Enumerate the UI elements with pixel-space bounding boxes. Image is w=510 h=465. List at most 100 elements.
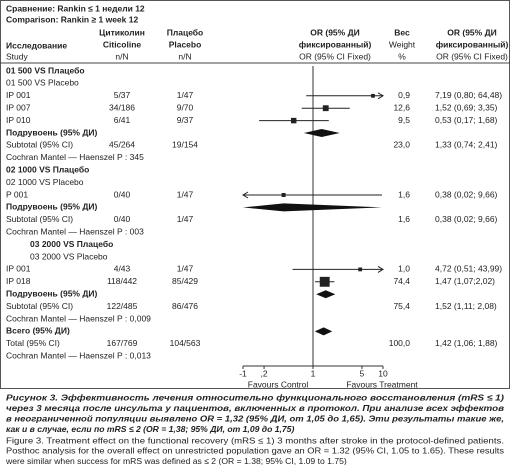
cell: 1,33 (0,74; 2,41) [435,140,498,150]
cell: 7,19 (0,80; 64,48) [435,90,502,100]
column-header: n/N [178,51,191,61]
figure-title: Сравнение: Rankin ≤ 1 недели 12 [6,3,145,13]
column-header: Placebo [169,39,202,49]
summary-diamond [316,290,336,299]
cell: 100,0 [389,338,411,348]
ci-arrow [377,265,384,273]
cell: 74,4 [393,276,410,286]
row-label: 02 1000 VS Плацебо [6,164,89,174]
cell: 45/264 [109,140,135,150]
cell: 104/563 [170,338,201,348]
study-square [358,267,363,272]
column-header: Citicoline [103,39,142,49]
figure-title: Comparison: Rankin ≥ 1 week 12 [6,14,138,24]
row-label: 02 1000 VS Placebo [6,177,84,187]
cell: 9/70 [177,102,194,112]
row-label: IP 001 [6,264,31,274]
cell: 0,53 (0,17; 1,68) [435,115,498,125]
cell: 1/47 [177,90,194,100]
cell: 167/769 [107,338,138,348]
row-label: IP 001 [6,90,31,100]
column-header: OR (95% CI Fixed) [436,51,508,61]
caption-line: Figure 3. Treatment effect on the functi… [6,435,504,445]
caption-line: Рисунок 3. Эффективность лечения относит… [6,392,504,402]
column-header: OR (95% ДИ [310,27,359,37]
cell: 5/37 [114,90,131,100]
cell: 0/40 [114,214,131,224]
cell: 34/186 [109,102,135,112]
cell: 4/43 [114,264,131,274]
caption-line: were similar when success for mRS was de… [5,456,347,465]
row-label: Cochran Mantel — Haenszel P : 0,013 [6,350,151,360]
row-label: P 001 [6,189,28,199]
row-label: IP 007 [6,102,31,112]
column-header: Weight [389,39,416,49]
row-label: Cochran Mantel — Haenszel P : 345 [6,152,144,162]
column-header: n/N [115,51,128,61]
study-square [319,276,330,287]
axis-label: Favours Control [248,379,309,389]
column-header: Study [6,51,28,61]
row-label: Subtotal (95% CI) [6,214,73,224]
cell: 1,0 [398,264,410,274]
caption-line: Posthoc analysis for the overall effect … [6,446,504,456]
cell: 1,6 [398,189,410,199]
study-square [371,93,375,98]
row-label: Подрувоень (95% ДИ) [6,288,98,298]
cell: 0/40 [114,189,131,199]
row-label: Subtotal (95% CI) [6,301,73,311]
tick-label: 5 [360,368,365,378]
axis-label: Favours Treatment [346,379,418,389]
cell: 9,5 [398,115,410,125]
column-header: Плацебо [167,27,204,37]
column-header: OR (95% ДИ [447,27,496,37]
cell: 1,52 (0,69; 3,35) [435,102,498,112]
summary-diamond [243,203,382,212]
cell: 9/37 [177,115,194,125]
row-label: IP 010 [6,115,31,125]
row-label: Подрувоень (95% ДИ) [6,202,98,212]
row-label: Cochran Mantel — Haenszel P : 0,009 [6,313,151,323]
study-square [322,105,329,112]
row-label: Subtotal (95% CI) [6,140,73,150]
tick-label: 10 [378,368,388,378]
column-header: Цитиколин [99,27,145,37]
cell: 86/476 [172,301,198,311]
column-header: Исследование [6,40,67,50]
ci-arrow [242,191,249,199]
cell: 1/47 [177,189,194,199]
cell: 0,38 (0,02; 9,66) [435,189,498,199]
row-label: Cochran Mantel — Haenszel P : 003 [6,226,144,236]
cell: 0,9 [398,90,410,100]
row-label: 01 500 VS Placebo [6,78,79,88]
cell: 23,0 [393,140,410,150]
column-header: фиксированный) [299,39,372,49]
cell: 1,47 (1,07;2,02) [435,276,495,286]
cell: 122/485 [107,301,138,311]
column-header: % [398,51,406,61]
tick-label: ,2 [261,368,268,378]
ci-arrow [377,92,384,100]
summary-diamond [303,129,340,137]
caption-line: через 3 месяца после инсульта у пациенто… [6,403,504,413]
study-square [281,192,286,198]
cell: 1,52 (1,11; 2,08) [435,301,497,311]
column-header: фиксированный) [436,39,509,49]
study-square [290,117,297,124]
tick-label: -1 [239,368,247,378]
cell: 6/41 [114,115,131,125]
cell: 1/47 [177,214,194,224]
row-label: Подрувоень (95% ДИ) [6,127,98,137]
row-label: 03 2000 VS Плацебо [30,239,113,249]
cell: 75,4 [393,301,410,311]
summary-diamond [314,327,333,336]
cell: 1,42 (1,06; 1,88) [435,338,498,348]
column-header: Вес [394,27,410,37]
cell: 4,72 (0,51; 43,99) [435,264,502,274]
cell: 19/154 [172,140,198,150]
cell: 118/442 [107,276,137,286]
tick-label: 1 [311,368,316,378]
row-label: Total (95% CI) [6,338,60,348]
row-label: 01 500 VS Плацебо [6,65,85,75]
